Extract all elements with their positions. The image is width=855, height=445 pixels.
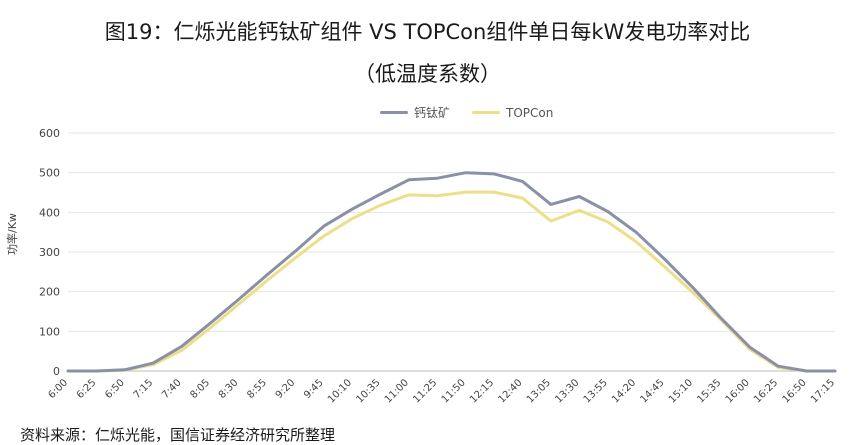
source-note: 资料来源：仁烁光能，国信证券经济研究所整理 (20, 426, 336, 444)
y-tick-label: 100 (39, 325, 60, 338)
x-tick-label: 14:20 (610, 377, 638, 405)
x-tick-label: 12:40 (496, 377, 524, 405)
chart-subtitle: （低温度系数） (354, 62, 501, 86)
x-tick-label: 6:00 (46, 377, 70, 401)
x-tick-label: 15:35 (695, 377, 723, 405)
x-tick-label: 6:50 (103, 377, 127, 401)
legend-label-perovskite: 钙钛矿 (414, 106, 451, 120)
y-tick-label: 400 (39, 206, 60, 219)
x-tick-label: 12:15 (468, 377, 496, 405)
x-tick-label: 13:05 (525, 377, 553, 405)
y-tick-label: 200 (39, 286, 60, 299)
x-tick-label: 10:10 (326, 377, 354, 405)
x-tick-label: 16:25 (752, 377, 780, 405)
x-tick-label: 16:50 (781, 377, 809, 405)
x-tick-label: 17:15 (809, 377, 837, 405)
x-tick-label: 11:50 (440, 377, 468, 405)
legend-swatch-perovskite (380, 111, 408, 114)
x-tick-label: 7:15 (132, 377, 156, 401)
x-tick-label: 13:55 (582, 377, 610, 405)
x-tick-label: 9:45 (302, 377, 326, 401)
x-tick-label: 11:25 (411, 377, 439, 405)
x-tick-label: 11:00 (383, 377, 411, 405)
x-tick-label: 8:05 (188, 377, 212, 401)
x-tick-label: 9:20 (274, 377, 298, 401)
legend-item-perovskite: 钙钛矿 (380, 104, 450, 121)
y-tick-label: 600 (39, 127, 60, 140)
x-tick-label: 7:40 (160, 377, 184, 401)
y-tick-label: 300 (39, 246, 60, 259)
series-line-topcon (66, 190, 837, 373)
legend-label-topcon: TOPCon (506, 105, 554, 120)
y-tick-label: 500 (39, 167, 60, 180)
x-tick-label: 15:10 (667, 377, 695, 405)
x-tick-label: 10:35 (354, 377, 382, 405)
x-tick-label: 6:25 (75, 377, 99, 401)
series-line-perovskite (66, 171, 837, 373)
x-tick-label: 8:55 (245, 377, 269, 401)
x-tick-label: 8:30 (217, 377, 241, 401)
x-tick-label: 16:00 (724, 377, 752, 405)
chart-title: 图19：仁烁光能钙钛矿组件 VS TOPCon组件单日每kW发电功率对比 (104, 20, 751, 44)
x-tick-label: 14:45 (639, 377, 667, 405)
y-tick-label: 0 (53, 365, 60, 378)
x-tick-label: 13:30 (553, 377, 581, 405)
legend-swatch-topcon (472, 111, 501, 114)
legend: 钙钛矿 TOPCon (380, 104, 575, 121)
legend-item-topcon: TOPCon (472, 106, 553, 120)
